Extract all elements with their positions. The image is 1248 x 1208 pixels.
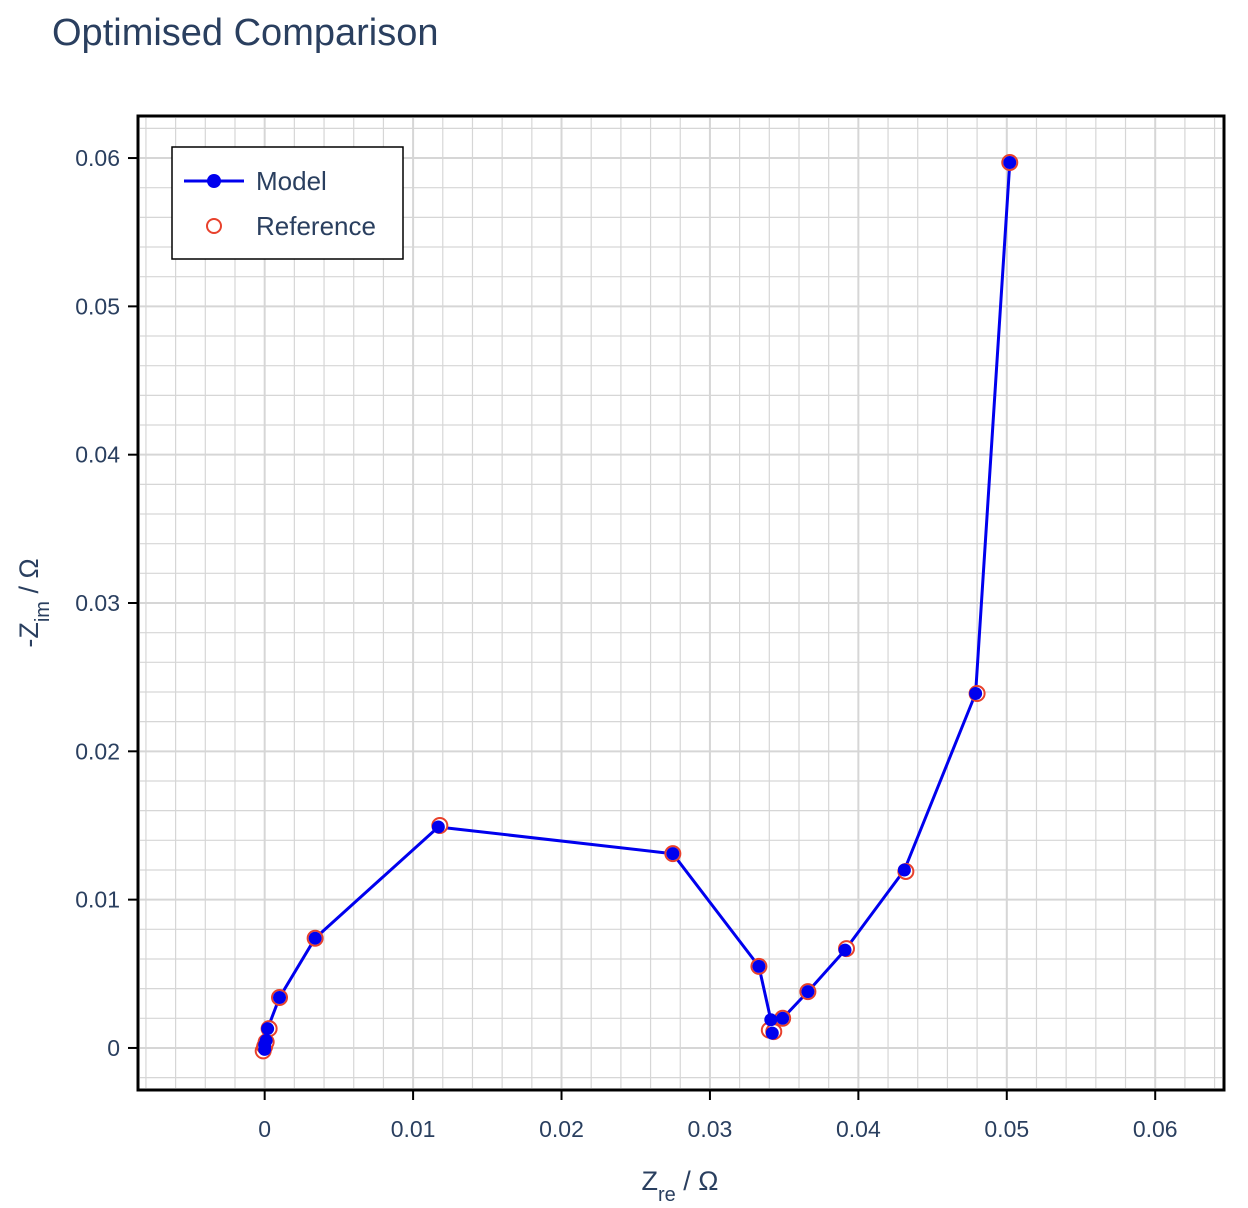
model-point bbox=[259, 1034, 273, 1048]
model-point bbox=[776, 1011, 790, 1025]
y-tick-label: 0.03 bbox=[75, 590, 120, 616]
x-tick-label: 0.01 bbox=[391, 1116, 436, 1142]
x-tick-label: 0.04 bbox=[836, 1116, 881, 1142]
y-tick-label: 0.06 bbox=[75, 145, 120, 171]
y-axis-title: -Zim / Ω bbox=[14, 558, 54, 647]
model-point bbox=[969, 686, 983, 700]
y-tick-label: 0 bbox=[107, 1035, 120, 1061]
tick-layer: 0 0.01 0.02 0.03 0.04 0.05 0.06 0 0.01 0.02 0.03 0.… bbox=[75, 145, 1177, 1142]
model-point bbox=[1003, 155, 1017, 169]
legend-model-label: Model bbox=[256, 166, 327, 196]
grid-layer bbox=[140, 118, 1222, 1088]
model-point bbox=[431, 820, 445, 834]
y-tick-label: 0.05 bbox=[75, 293, 120, 319]
x-axis-title: Zre / Ω bbox=[642, 1166, 719, 1206]
x-tick-label: 0.05 bbox=[984, 1116, 1029, 1142]
legend[interactable]: Model Reference bbox=[171, 146, 404, 260]
model-point bbox=[764, 1013, 778, 1027]
y-tick-label: 0.04 bbox=[75, 442, 120, 468]
chart-title: Optimised Comparison bbox=[52, 12, 439, 54]
model-point bbox=[666, 847, 680, 861]
model-point bbox=[897, 863, 911, 877]
legend-reference-marker bbox=[206, 218, 222, 234]
legend-reference-label: Reference bbox=[256, 211, 376, 241]
y-tick-label: 0.01 bbox=[75, 887, 120, 913]
x-tick-label: 0.03 bbox=[688, 1116, 733, 1142]
x-tick-label: 0.06 bbox=[1133, 1116, 1178, 1142]
x-tick-label: 0 bbox=[258, 1116, 271, 1142]
marker-layer bbox=[254, 153, 1019, 1060]
model-point bbox=[765, 1026, 779, 1040]
plot-frame bbox=[136, 114, 1226, 1092]
model-point bbox=[838, 943, 852, 957]
model-point bbox=[752, 959, 766, 973]
line-layer bbox=[263, 162, 1012, 1050]
x-tick-label: 0.02 bbox=[539, 1116, 584, 1142]
legend-box bbox=[171, 146, 404, 260]
model-point bbox=[308, 931, 322, 945]
model-point bbox=[261, 1022, 275, 1036]
legend-model-marker bbox=[207, 174, 221, 188]
model-point bbox=[273, 991, 287, 1005]
model-point bbox=[801, 985, 815, 999]
y-tick-label: 0.02 bbox=[75, 738, 120, 764]
model-series-line bbox=[263, 162, 1012, 1050]
